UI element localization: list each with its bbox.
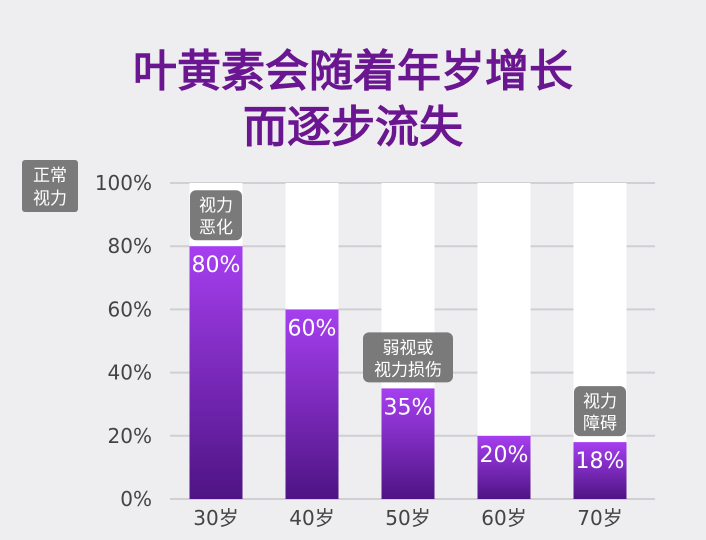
- value-label: 18%: [576, 449, 625, 474]
- y-tick-label: 40%: [108, 361, 152, 385]
- annotation-line1: 弱视或: [383, 338, 434, 358]
- annotation-line2: 恶化: [199, 218, 233, 238]
- chart-title-line2: 而逐步流失: [243, 102, 464, 153]
- annotation-line2: 障碍: [583, 414, 617, 434]
- bars: [189, 246, 627, 499]
- y-tick-label: 0%: [120, 487, 152, 511]
- annotation-line2: 视力损伤: [374, 360, 442, 380]
- x-tick-labels: 30岁 40岁 50岁 60岁 70岁: [193, 506, 622, 530]
- chart-title-line1: 叶黄素会随着年岁增长: [133, 46, 573, 97]
- y-axis-label-line1: 正常: [33, 166, 67, 186]
- annotation-box: [363, 332, 453, 383]
- y-axis-label-box: 正常 视力: [22, 160, 78, 212]
- y-tick-label: 20%: [108, 424, 152, 448]
- x-tick-label: 70岁: [577, 506, 622, 530]
- y-tick-label: 100%: [95, 171, 152, 195]
- bar: [189, 246, 243, 499]
- value-label: 20%: [480, 443, 529, 468]
- value-label: 35%: [384, 395, 433, 420]
- value-labels: 80% 60% 35% 20% 18%: [192, 253, 625, 474]
- bar: [477, 435, 531, 499]
- x-tick-label: 50岁: [385, 506, 430, 530]
- y-axis-label-bg: [22, 160, 78, 212]
- y-tick-label: 80%: [108, 234, 152, 258]
- annotation-box: [190, 190, 242, 241]
- y-axis-label-line2: 视力: [33, 189, 67, 209]
- x-tick-label: 30岁: [193, 506, 238, 530]
- value-label: 80%: [192, 253, 241, 278]
- annotation-line1: 视力: [583, 392, 617, 412]
- value-label: 60%: [288, 316, 337, 341]
- y-tick-label: 60%: [108, 297, 152, 321]
- bar: [573, 442, 627, 499]
- x-tick-label: 40岁: [289, 506, 334, 530]
- x-tick-label: 60岁: [481, 506, 526, 530]
- annotation-box: [574, 386, 626, 437]
- annotation-line1: 视力: [199, 196, 233, 216]
- bar: [285, 309, 339, 499]
- bar: [381, 388, 435, 499]
- y-tick-labels: 0% 20% 40% 60% 80% 100%: [95, 171, 152, 511]
